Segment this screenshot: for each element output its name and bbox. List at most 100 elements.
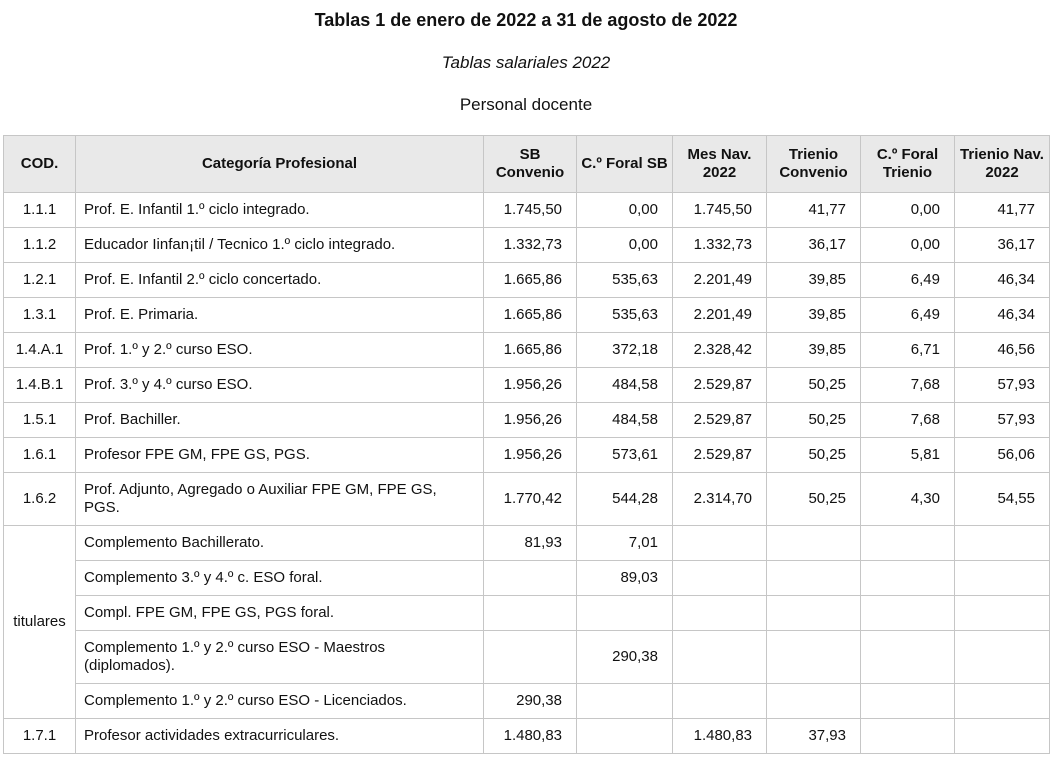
trienio-convenio-cell: 37,93	[766, 718, 861, 754]
cod-cell: 1.2.1	[3, 262, 76, 298]
sb-convenio-cell: 1.665,86	[483, 262, 577, 298]
trienio-nav-cell	[954, 560, 1050, 596]
trienio-convenio-cell	[766, 683, 861, 719]
trienio-nav-cell	[954, 718, 1050, 754]
foral-sb-cell: 535,63	[576, 262, 673, 298]
col-header-cod: COD.	[3, 135, 76, 193]
table-row: titulares Complemento Bachillerato. 81,9…	[3, 525, 1050, 719]
cod-cell: 1.1.2	[3, 227, 76, 263]
trienio-convenio-cell: 39,85	[766, 262, 861, 298]
table-row: Complemento 1.º y 2.º curso ESO - Maestr…	[4, 630, 1050, 684]
table-row: Complemento 1.º y 2.º curso ESO - Licenc…	[4, 683, 1050, 719]
trienio-nav-cell: 46,34	[954, 262, 1050, 298]
foral-sb-cell: 484,58	[576, 402, 673, 438]
foral-sb-cell	[576, 718, 673, 754]
table-row: 1.7.1 Profesor actividades extracurricul…	[3, 718, 1050, 754]
foral-trienio-cell: 6,49	[860, 297, 955, 333]
categoria-cell: Complemento 1.º y 2.º curso ESO - Licenc…	[75, 683, 484, 719]
categoria-cell: Prof. 1.º y 2.º curso ESO.	[75, 332, 484, 368]
foral-trienio-cell	[860, 630, 955, 684]
mes-nav-cell	[672, 560, 767, 596]
trienio-nav-cell	[954, 683, 1050, 719]
categoria-cell: Complemento 3.º y 4.º c. ESO foral.	[75, 560, 484, 596]
trienio-nav-cell: 54,55	[954, 472, 1050, 526]
table-row: 1.5.1 Prof. Bachiller. 1.956,26 484,58 2…	[3, 402, 1050, 438]
categoria-cell: Profesor actividades extracurriculares.	[75, 718, 484, 754]
foral-trienio-cell: 6,49	[860, 262, 955, 298]
sb-convenio-cell: 1.956,26	[483, 437, 577, 473]
cod-cell: 1.1.1	[3, 192, 76, 228]
sb-convenio-cell: 1.332,73	[483, 227, 577, 263]
foral-sb-cell: 372,18	[576, 332, 673, 368]
mes-nav-cell: 2.328,42	[672, 332, 767, 368]
col-header-trienio-nav: Trienio Nav. 2022	[954, 135, 1050, 193]
sb-convenio-cell: 1.956,26	[483, 402, 577, 438]
trienio-convenio-cell	[766, 630, 861, 684]
categoria-cell: Educador Iinfan¡til / Tecnico 1.º ciclo …	[75, 227, 484, 263]
sb-convenio-cell: 81,93	[483, 525, 577, 561]
table-row: Compl. FPE GM, FPE GS, PGS foral.	[4, 595, 1050, 631]
salary-table: COD. Categoría Profesional SB Convenio C.…	[3, 135, 1050, 754]
sb-convenio-cell: 1.770,42	[483, 472, 577, 526]
trienio-convenio-cell: 50,25	[766, 472, 861, 526]
trienio-convenio-cell: 41,77	[766, 192, 861, 228]
trienio-convenio-cell: 36,17	[766, 227, 861, 263]
mes-nav-cell: 2.529,87	[672, 367, 767, 403]
col-header-mes-nav: Mes Nav. 2022	[672, 135, 767, 193]
categoria-cell: Complemento 1.º y 2.º curso ESO - Maestr…	[75, 630, 484, 684]
categoria-cell: Prof. Adjunto, Agregado o Auxiliar FPE G…	[75, 472, 484, 526]
mes-nav-cell	[672, 683, 767, 719]
foral-trienio-cell	[860, 718, 955, 754]
foral-trienio-cell: 7,68	[860, 402, 955, 438]
mes-nav-cell: 2.314,70	[672, 472, 767, 526]
trienio-convenio-cell: 39,85	[766, 332, 861, 368]
foral-trienio-cell: 6,71	[860, 332, 955, 368]
sb-convenio-cell: 1.665,86	[483, 332, 577, 368]
foral-trienio-cell	[860, 595, 955, 631]
sb-convenio-cell: 1.745,50	[483, 192, 577, 228]
cod-cell: 1.6.1	[3, 437, 76, 473]
trienio-nav-cell: 46,34	[954, 297, 1050, 333]
sb-convenio-cell: 1.956,26	[483, 367, 577, 403]
mes-nav-cell	[672, 630, 767, 684]
trienio-convenio-cell	[766, 595, 861, 631]
sb-convenio-cell: 1.665,86	[483, 297, 577, 333]
trienio-nav-cell: 57,93	[954, 402, 1050, 438]
table-row: 1.6.2 Prof. Adjunto, Agregado o Auxiliar…	[3, 472, 1050, 526]
sb-convenio-cell: 1.480,83	[483, 718, 577, 754]
trienio-convenio-cell: 50,25	[766, 437, 861, 473]
col-header-sb-convenio: SB Convenio	[483, 135, 577, 193]
categoria-cell: Prof. 3.º y 4.º curso ESO.	[75, 367, 484, 403]
trienio-nav-cell: 56,06	[954, 437, 1050, 473]
table-header-row: COD. Categoría Profesional SB Convenio C.…	[3, 135, 1050, 193]
trienio-nav-cell: 36,17	[954, 227, 1050, 263]
trienio-convenio-cell: 39,85	[766, 297, 861, 333]
col-header-categoria: Categoría Profesional	[75, 135, 484, 193]
col-header-foral-sb: C.º Foral SB	[576, 135, 673, 193]
col-header-foral-trienio: C.º Foral Trienio	[860, 135, 955, 193]
table-row: 1.4.A.1 Prof. 1.º y 2.º curso ESO. 1.665…	[3, 332, 1050, 368]
foral-sb-cell: 484,58	[576, 367, 673, 403]
sb-convenio-cell	[483, 595, 577, 631]
foral-sb-cell: 573,61	[576, 437, 673, 473]
foral-trienio-cell: 0,00	[860, 227, 955, 263]
table-row: 1.3.1 Prof. E. Primaria. 1.665,86 535,63…	[3, 297, 1050, 333]
categoria-cell: Compl. FPE GM, FPE GS, PGS foral.	[75, 595, 484, 631]
table-row: 1.1.2 Educador Iinfan¡til / Tecnico 1.º …	[3, 227, 1050, 263]
trienio-nav-cell	[954, 595, 1050, 631]
trienio-convenio-cell: 50,25	[766, 367, 861, 403]
categoria-cell: Prof. E. Infantil 2.º ciclo concertado.	[75, 262, 484, 298]
trienio-convenio-cell	[766, 525, 861, 561]
foral-trienio-cell: 4,30	[860, 472, 955, 526]
mes-nav-cell	[672, 525, 767, 561]
categoria-cell: Prof. Bachiller.	[75, 402, 484, 438]
foral-sb-cell: 7,01	[576, 525, 673, 561]
trienio-nav-cell	[954, 630, 1050, 684]
trienio-nav-cell	[954, 525, 1050, 561]
foral-sb-cell: 89,03	[576, 560, 673, 596]
table-row: 1.2.1 Prof. E. Infantil 2.º ciclo concer…	[3, 262, 1050, 298]
trienio-convenio-cell	[766, 560, 861, 596]
foral-trienio-cell: 5,81	[860, 437, 955, 473]
categoria-cell: Profesor FPE GM, FPE GS, PGS.	[75, 437, 484, 473]
section-title: Personal docente	[459, 95, 593, 114]
